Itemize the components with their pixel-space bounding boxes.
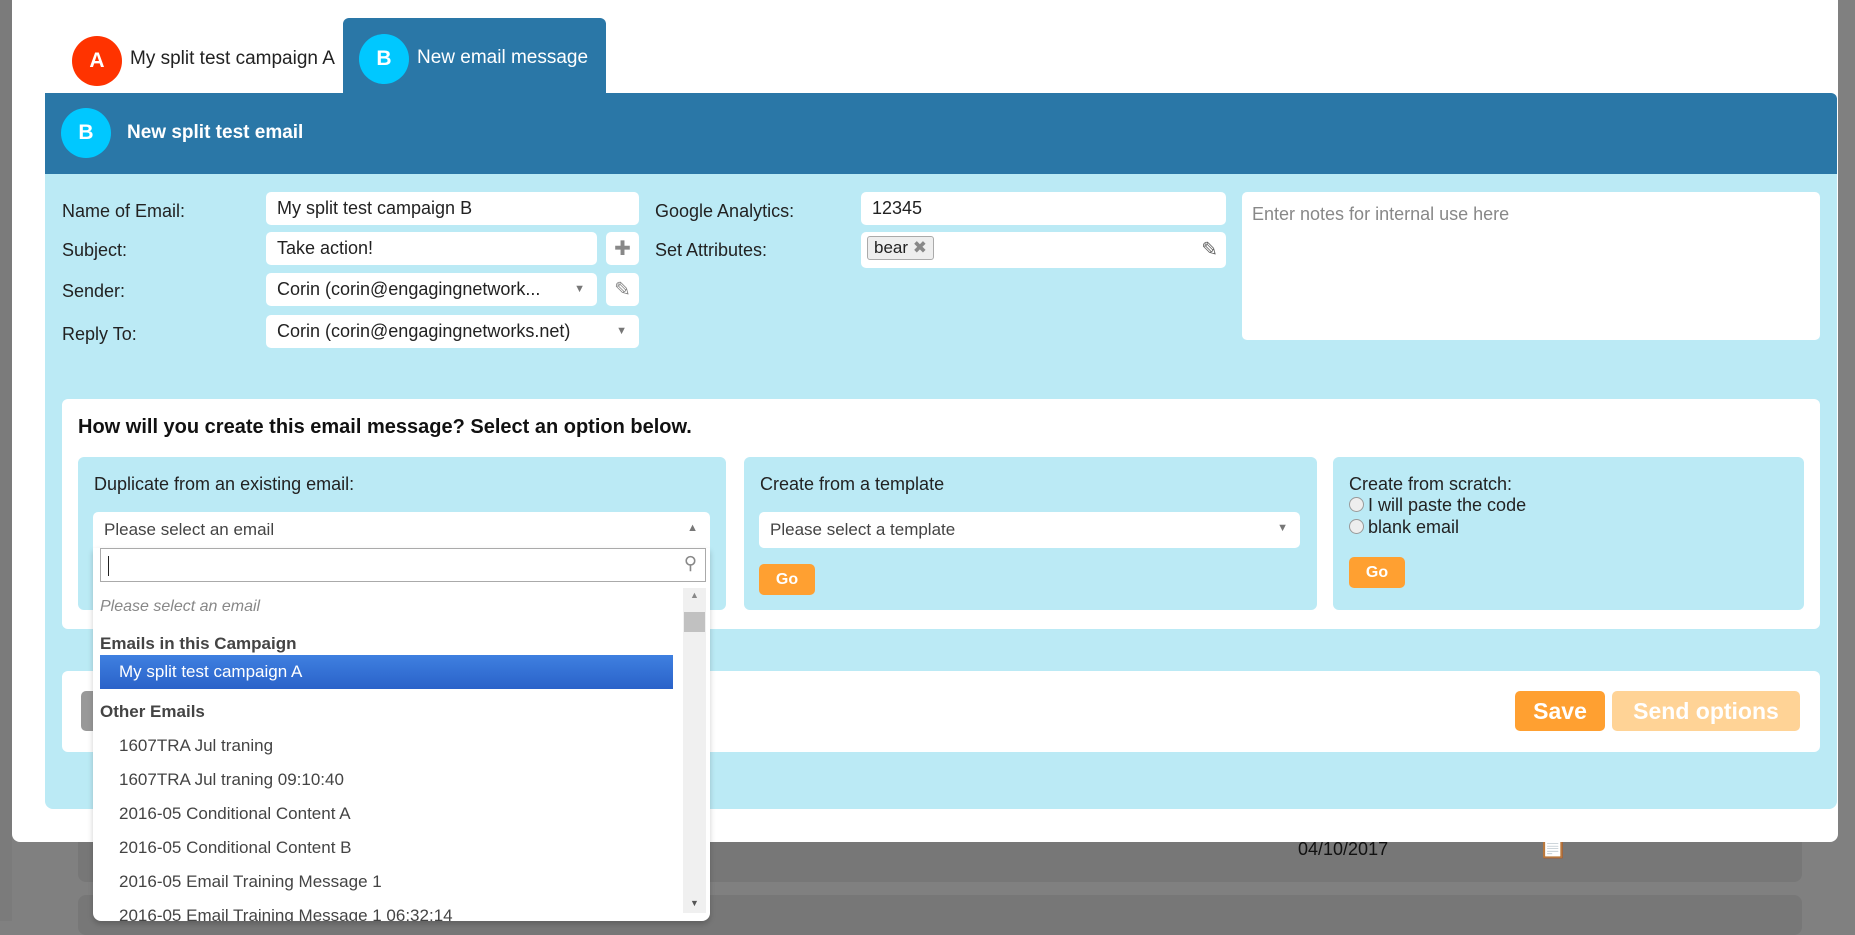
duplicate-title: Duplicate from an existing email:: [94, 474, 355, 494]
badge-a: A: [72, 36, 122, 86]
name-label: Name of Email:: [62, 201, 186, 221]
email-dropdown: ⚲ Please select an email Emails in this …: [93, 548, 710, 921]
text-cursor: [108, 556, 109, 576]
template-box: Create from a template Please select a t…: [744, 457, 1317, 610]
list-item[interactable]: 2016-05 Email Training Message 1 06:32:1…: [119, 906, 453, 921]
list-item[interactable]: 2016-05 Conditional Content A: [119, 804, 351, 823]
pencil-icon[interactable]: ✎: [1201, 239, 1218, 261]
subject-label: Subject:: [62, 240, 128, 260]
google-analytics-input[interactable]: 12345: [861, 192, 1226, 225]
search-icon: ⚲: [683, 553, 697, 573]
radio-icon[interactable]: [1349, 519, 1364, 534]
panel-title: New split test email: [127, 122, 304, 143]
list-item-placeholder[interactable]: Please select an email: [100, 598, 261, 615]
reply-to-value: Corin (corin@engagingnetworks.net): [277, 321, 571, 341]
radio-paste-code[interactable]: I will paste the code: [1349, 495, 1526, 516]
scratch-title: Create from scratch:: [1349, 474, 1513, 494]
modal: A My split test campaign A B New email m…: [12, 0, 1838, 842]
name-of-email-input[interactable]: My split test campaign B: [266, 192, 639, 225]
template-select-value: Please select a template: [770, 520, 956, 539]
remove-tag-icon[interactable]: ✖: [912, 238, 928, 257]
scratch-box: Create from scratch: I will paste the co…: [1333, 457, 1804, 610]
dropdown-search-input[interactable]: ⚲: [100, 548, 706, 582]
list-item[interactable]: 2016-05 Conditional Content B: [119, 838, 352, 857]
create-heading: How will you create this email message? …: [78, 416, 692, 438]
tab-label: New email message: [417, 47, 589, 68]
tab-campaign-a[interactable]: A My split test campaign A: [72, 18, 352, 93]
sender-label: Sender:: [62, 281, 126, 301]
backdrop: [0, 0, 12, 921]
radio-blank-email[interactable]: blank email: [1349, 517, 1459, 538]
row-date: 04/10/2017: [1298, 839, 1389, 859]
scroll-down-icon[interactable]: ▼: [690, 898, 699, 908]
email-select[interactable]: Please select an email ▲: [93, 512, 710, 548]
chevron-down-icon: ▼: [616, 325, 627, 337]
badge-b: B: [61, 108, 111, 158]
list-item[interactable]: 1607TRA Jul traning: [119, 736, 274, 755]
attributes-label: Set Attributes:: [655, 240, 768, 260]
send-options-button[interactable]: Send options: [1612, 691, 1800, 731]
panel-header: B New split test email: [45, 93, 1837, 174]
google-analytics-label: Google Analytics:: [655, 201, 795, 221]
badge-b: B: [359, 34, 409, 84]
list-item-selected[interactable]: My split test campaign A: [100, 655, 673, 689]
group-label: Other Emails: [100, 702, 205, 721]
email-select-value: Please select an email: [104, 520, 275, 539]
reply-to-select[interactable]: Corin (corin@engagingnetworks.net) ▼: [266, 315, 639, 348]
list-item[interactable]: 1607TRA Jul traning 09:10:40: [119, 770, 344, 789]
tab-label: My split test campaign A: [130, 48, 335, 69]
tag-label: bear: [874, 238, 909, 257]
attribute-tag: bear ✖: [867, 236, 935, 260]
radio-label: I will paste the code: [1368, 495, 1527, 515]
template-title: Create from a template: [760, 474, 945, 494]
scrollbar-thumb[interactable]: [684, 612, 705, 632]
scratch-go-button[interactable]: Go: [1349, 557, 1405, 588]
chevron-up-icon: ▲: [687, 522, 698, 534]
chevron-down-icon: ▼: [574, 283, 585, 295]
group-label: Emails in this Campaign: [100, 634, 297, 653]
pencil-icon[interactable]: ✎: [606, 273, 639, 306]
scrollbar[interactable]: ▲ ▼: [683, 588, 706, 913]
notes-textarea[interactable]: Enter notes for internal use here: [1242, 192, 1820, 340]
template-select[interactable]: Please select a template ▼: [759, 512, 1300, 548]
list-item[interactable]: 2016-05 Email Training Message 1: [119, 872, 382, 891]
radio-label: blank email: [1368, 517, 1460, 537]
template-go-button[interactable]: Go: [759, 564, 815, 595]
radio-icon[interactable]: [1349, 497, 1364, 512]
chevron-down-icon: ▼: [1277, 522, 1288, 534]
sender-value: Corin (corin@engagingnetwork...: [277, 279, 541, 299]
sender-select[interactable]: Corin (corin@engagingnetwork... ▼: [266, 273, 597, 306]
subject-input[interactable]: Take action!: [266, 232, 597, 265]
save-button[interactable]: Save: [1515, 691, 1605, 731]
scroll-up-icon[interactable]: ▲: [690, 590, 699, 600]
attributes-input[interactable]: bear ✖ ✎: [861, 232, 1226, 268]
add-icon[interactable]: ✚: [606, 232, 639, 265]
tab-new-email[interactable]: B New email message: [343, 18, 606, 94]
reply-to-label: Reply To:: [62, 324, 137, 344]
